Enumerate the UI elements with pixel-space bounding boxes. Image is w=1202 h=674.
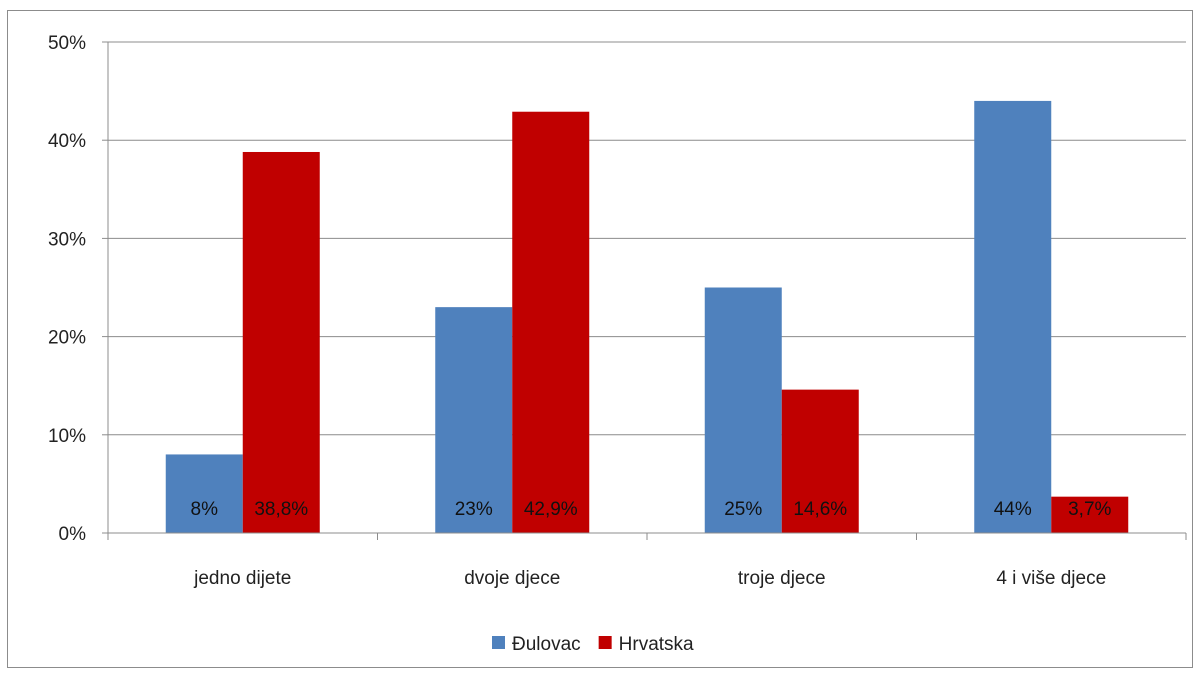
bar — [512, 111, 590, 534]
y-tick-label: 40% — [48, 131, 86, 152]
bar — [1051, 496, 1129, 533]
x-tick-label: troje djece — [738, 568, 826, 589]
data-label: 25% — [724, 499, 762, 520]
data-label: 3,7% — [1068, 499, 1111, 520]
data-labels: 8% 38,8% 23% 42,9% 25% 14,6% 44% 3,7% — [191, 499, 1112, 520]
y-tick-label: 0% — [59, 524, 87, 545]
legend-swatch — [598, 636, 612, 649]
data-label: 23% — [455, 499, 493, 520]
bar — [242, 151, 320, 533]
bar — [781, 389, 859, 533]
x-tick-label: dvoje djece — [464, 568, 560, 589]
legend-label: Đulovac — [512, 634, 581, 655]
data-label: 8% — [191, 499, 219, 520]
y-tick-label: 30% — [48, 229, 86, 250]
x-tick-label: 4 i više djece — [996, 568, 1106, 589]
legend-swatch — [492, 636, 505, 649]
y-axis-ticks: 0% 10% 20% 30% 40% 50% — [48, 33, 108, 545]
bar — [974, 100, 1052, 534]
y-tick-label: 10% — [48, 426, 86, 447]
data-label: 42,9% — [524, 499, 578, 520]
x-axis-categories: jedno dijete dvoje djece troje djece 4 i vi… — [193, 568, 1106, 589]
bar — [165, 454, 243, 533]
x-axis — [107, 42, 1187, 540]
legend: Đulovac Hrvatska — [492, 634, 694, 655]
data-label: 38,8% — [254, 499, 308, 520]
bar — [704, 287, 782, 533]
y-tick-label: 50% — [48, 33, 86, 54]
data-label: 14,6% — [793, 499, 847, 520]
data-label: 44% — [994, 499, 1032, 520]
x-tick-label: jedno dijete — [193, 568, 291, 589]
bars — [165, 100, 1129, 534]
bar — [435, 307, 513, 533]
y-tick-label: 20% — [48, 328, 86, 349]
legend-label: Hrvatska — [619, 634, 694, 655]
